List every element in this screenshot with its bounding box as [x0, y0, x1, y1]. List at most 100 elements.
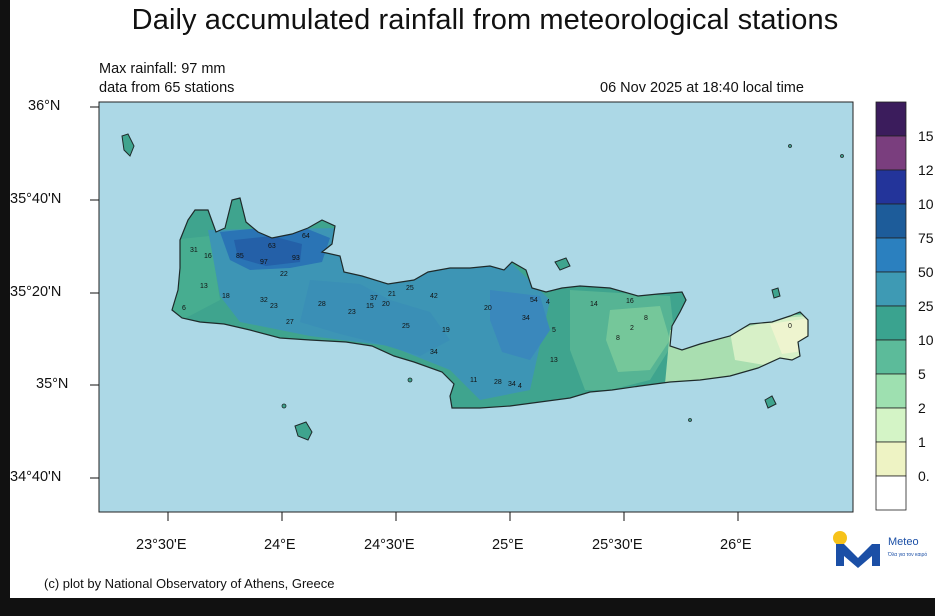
- legend-swatch-9: [875, 407, 907, 443]
- lat-ticks: [90, 106, 99, 479]
- station-value-label: 23: [348, 309, 356, 316]
- legend-swatch-10: [875, 441, 907, 477]
- station-value-label: 13: [200, 283, 208, 290]
- meteo-logo-mark: [833, 531, 880, 568]
- legend-label-5: 5: [918, 366, 926, 382]
- station-value-label: 16: [204, 253, 212, 260]
- crete-coastline: [171, 197, 809, 409]
- station-value-label: 8: [616, 335, 620, 342]
- station-value-label: 25: [402, 323, 410, 330]
- station-value-label: 6: [182, 305, 186, 312]
- legend-label-25: 25: [918, 298, 934, 314]
- legend-swatch-2: [875, 169, 907, 205]
- legend-label-0: 0.: [918, 468, 930, 484]
- station-value-label: 31: [190, 247, 198, 254]
- station-value-label: 97: [260, 259, 268, 266]
- station-value-label: 23: [270, 303, 278, 310]
- lon-label-24-30e: 24°30'E: [364, 537, 415, 553]
- lat-label-36n: 36°N: [28, 98, 61, 114]
- islet-dia: [554, 257, 571, 271]
- legend-swatch-6: [875, 305, 907, 341]
- islet-east: [771, 287, 781, 299]
- meteo-logo-tagline: Όλα για τον καιρό: [888, 552, 928, 558]
- lon-label-24e: 24°E: [264, 537, 296, 553]
- legend-swatch-11: [875, 475, 907, 511]
- lat-label-35n: 35°N: [36, 376, 69, 392]
- station-value-label: 0: [788, 323, 792, 330]
- station-value-label: 14: [590, 301, 598, 308]
- islet-chrysi: [764, 395, 777, 409]
- station-value-label: 13: [550, 357, 558, 364]
- station-value-label: 54: [530, 297, 538, 304]
- station-value-label: 5: [552, 327, 556, 334]
- meteo-logo: Meteo Όλα για τον καιρό: [830, 528, 935, 572]
- islet-dot-2: [407, 377, 413, 383]
- station-value-label: 15: [366, 303, 374, 310]
- lat-label-34-40n: 34°40'N: [10, 469, 62, 485]
- legend-label-10: 10: [918, 196, 934, 212]
- lat-label-35-20n: 35°20'N: [10, 284, 62, 300]
- map-title: Daily accumulated rainfall from meteorol…: [131, 4, 839, 36]
- station-value-label: 42: [430, 293, 438, 300]
- legend-label-1: 1: [918, 434, 926, 450]
- lon-label-25-30e: 25°30'E: [592, 537, 643, 553]
- meteo-logo-name: Meteo: [888, 536, 919, 548]
- legend-label-75: 75: [918, 230, 934, 246]
- legend-swatch-8: [875, 373, 907, 409]
- legend-swatch-3: [875, 203, 907, 239]
- legend-swatch-0: [875, 101, 907, 137]
- station-value-label: 28: [318, 301, 326, 308]
- islet-north-west: [121, 133, 135, 157]
- station-value-label: 34: [508, 381, 516, 388]
- station-value-label: 25: [406, 285, 414, 292]
- legend-swatch-7: [875, 339, 907, 375]
- station-value-label: 34: [430, 349, 438, 356]
- station-value-label: 8: [644, 315, 648, 322]
- islet-dot-4: [788, 144, 792, 148]
- legend-colorbar: [875, 101, 907, 511]
- station-value-label: 37: [370, 295, 378, 302]
- legend-label-15: 15: [918, 128, 934, 144]
- islet-dot-3: [840, 154, 844, 158]
- station-value-label: 11: [470, 377, 477, 384]
- station-value-label: 28: [494, 379, 502, 386]
- station-value-label: 2: [630, 325, 634, 332]
- station-value-label: 32: [260, 297, 268, 304]
- lon-label-25e: 25°E: [492, 537, 524, 553]
- legend-swatch-1: [875, 135, 907, 171]
- legend-label-10b: 10: [918, 332, 934, 348]
- lon-label-26e: 26°E: [720, 537, 752, 553]
- credit-text: (c) plot by National Observatory of Athe…: [44, 576, 335, 591]
- map-figure: Daily accumulated rainfall from meteorol…: [10, 0, 935, 598]
- islet-dot-5: [688, 418, 692, 422]
- legend-swatch-4: [875, 237, 907, 273]
- station-value-label: 85: [236, 253, 244, 260]
- timestamp-text: 06 Nov 2025 at 18:40 local time: [600, 80, 804, 96]
- station-value-label: 93: [292, 255, 300, 262]
- station-value-label: 27: [286, 319, 294, 326]
- lon-label-23-30e: 23°30'E: [136, 537, 187, 553]
- lat-label-35-40n: 35°40'N: [10, 191, 62, 207]
- lon-ticks: [167, 512, 739, 521]
- legend-label-2: 2: [918, 400, 926, 416]
- legend-label-50: 50: [918, 264, 934, 280]
- station-value-label: 64: [302, 233, 310, 240]
- station-value-label: 16: [626, 298, 634, 305]
- station-value-label: 22: [280, 271, 288, 278]
- legend-swatch-5: [875, 271, 907, 307]
- station-value-label: 4: [546, 299, 550, 306]
- gavdos-island: [294, 421, 313, 441]
- station-value-label: 4: [518, 383, 522, 390]
- legend-label-12: 12: [918, 162, 934, 178]
- station-count-text: data from 65 stations: [99, 80, 235, 96]
- station-value-label: 18: [222, 293, 230, 300]
- station-value-label: 20: [484, 305, 492, 312]
- station-value-label: 21: [388, 291, 396, 298]
- station-value-label: 63: [268, 243, 276, 250]
- station-value-label: 34: [522, 315, 530, 322]
- islet-dot-1: [281, 403, 287, 409]
- station-value-label: 20: [382, 301, 390, 308]
- max-rainfall-text: Max rainfall: 97 mm: [99, 61, 226, 77]
